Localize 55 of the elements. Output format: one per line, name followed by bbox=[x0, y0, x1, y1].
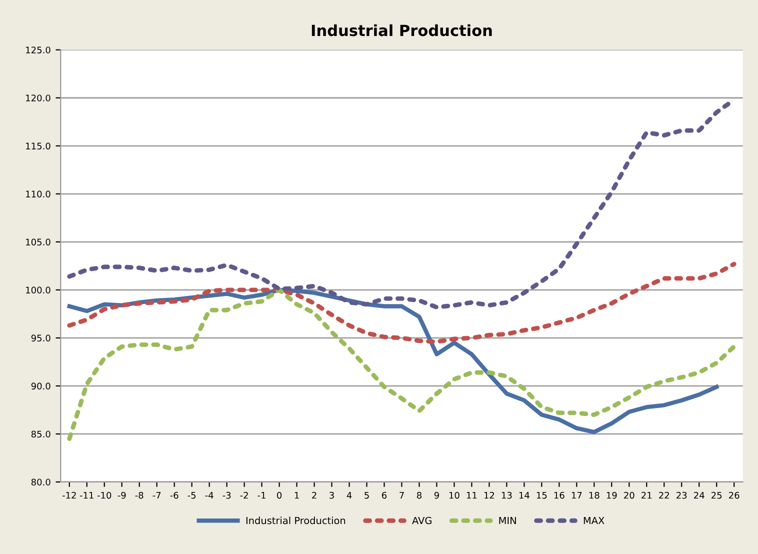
x-tick-label: 0 bbox=[277, 492, 282, 499]
x-tick-label: -3 bbox=[222, 492, 231, 499]
y-tick-label: 90.0 bbox=[31, 382, 50, 390]
x-tick-label: -1 bbox=[258, 492, 266, 499]
x-tick-label: 24 bbox=[694, 492, 704, 499]
x-tick-label: 8 bbox=[416, 492, 422, 499]
x-tick-label: -9 bbox=[118, 492, 126, 499]
y-tick-label: 95.0 bbox=[31, 334, 50, 342]
x-tick-label: 18 bbox=[589, 492, 600, 499]
x-tick-label: 19 bbox=[606, 492, 617, 499]
x-tick-label: 12 bbox=[484, 492, 494, 499]
y-tick-label: 85.0 bbox=[31, 430, 50, 438]
legend-label: MAX bbox=[584, 516, 604, 524]
x-tick-label: 7 bbox=[400, 492, 404, 499]
legend-label: AVG bbox=[412, 516, 432, 524]
y-tick-label: 80.0 bbox=[31, 478, 50, 486]
x-tick-label: 6 bbox=[382, 492, 387, 499]
y-tick-label: 110.0 bbox=[26, 190, 50, 198]
x-tick-label: 20 bbox=[624, 492, 634, 499]
x-tick-label: 17 bbox=[572, 492, 582, 499]
chart-title: Industrial Production bbox=[312, 24, 492, 36]
x-tick-label: 21 bbox=[642, 492, 652, 499]
x-tick-label: 9 bbox=[434, 492, 439, 499]
legend-label: MIN bbox=[499, 516, 516, 524]
x-tick-label: -4 bbox=[205, 492, 214, 499]
x-tick-label: -6 bbox=[170, 492, 178, 499]
x-tick-label: 22 bbox=[659, 492, 669, 499]
line-series bbox=[67, 262, 736, 344]
x-tick-label: -12 bbox=[62, 492, 76, 499]
y-tick-label: 100.0 bbox=[26, 286, 50, 294]
x-tick-label: 11 bbox=[466, 492, 477, 499]
x-tick-label: 3 bbox=[330, 492, 334, 499]
x-tick-label: 23 bbox=[676, 492, 687, 499]
y-tick-label: 125.0 bbox=[26, 46, 50, 54]
x-tick-label: -10 bbox=[97, 492, 112, 499]
x-tick-label: -5 bbox=[188, 492, 196, 499]
x-tick-label: 10 bbox=[449, 492, 460, 499]
x-tick-label: -8 bbox=[135, 492, 144, 499]
x-tick-label: -11 bbox=[80, 492, 94, 499]
x-tick-label: 14 bbox=[519, 492, 530, 499]
x-tick-label: 4 bbox=[346, 492, 352, 499]
x-tick-label: 15 bbox=[536, 492, 547, 499]
x-tick-label: 26 bbox=[729, 492, 740, 499]
y-tick-label: 105.0 bbox=[26, 238, 50, 246]
legend-label: Industrial Production bbox=[246, 516, 346, 524]
x-tick-label: 1 bbox=[294, 492, 299, 499]
x-tick-label: 5 bbox=[364, 492, 369, 499]
x-tick-label: 2 bbox=[312, 492, 316, 499]
x-tick-label: -2 bbox=[240, 492, 248, 499]
x-tick-label: 16 bbox=[554, 492, 564, 499]
x-tick-label: 13 bbox=[502, 492, 512, 499]
y-tick-label: 120.0 bbox=[26, 94, 50, 102]
x-tick-label: -7 bbox=[152, 492, 161, 499]
x-tick-label: 25 bbox=[712, 492, 722, 499]
y-tick-label: 115.0 bbox=[26, 142, 50, 150]
